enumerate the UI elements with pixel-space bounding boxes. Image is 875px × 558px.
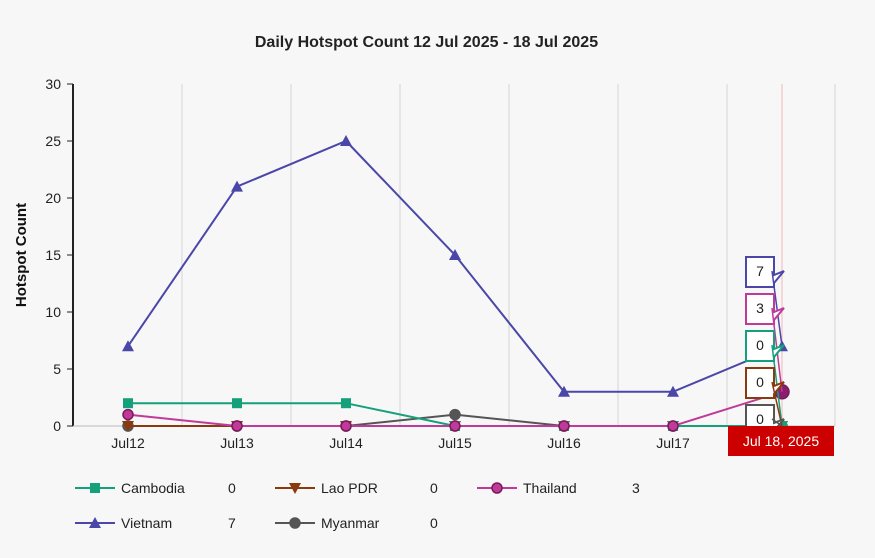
x-tick-label: Jul12	[111, 435, 145, 451]
tooltip-value: 3	[756, 300, 764, 316]
legend-item-lao-pdr[interactable]: Lao PDR	[275, 478, 378, 498]
crosshair-label-bg	[728, 426, 834, 456]
legend-marker	[289, 517, 301, 529]
x-tick-label: Jul17	[656, 435, 690, 451]
data-point	[667, 420, 679, 432]
legend-label: Vietnam	[121, 515, 173, 531]
tooltip-pointer	[771, 381, 783, 427]
legend-swatch	[75, 517, 115, 528]
data-point	[449, 420, 461, 432]
legend-swatch	[275, 517, 315, 529]
data-point	[232, 398, 242, 409]
legend-label: Myanmar	[321, 515, 380, 531]
legend-marker	[289, 483, 301, 494]
y-tick-label: 20	[45, 190, 61, 206]
tooltip-frame	[745, 256, 785, 288]
tooltip-frame	[745, 330, 785, 362]
x-tick-label: Jul15	[438, 435, 472, 451]
legend-swatch	[75, 483, 115, 493]
legend-marker	[491, 482, 503, 494]
y-axis-label: Hotspot Count	[13, 203, 30, 307]
data-point	[122, 340, 134, 352]
legend-item-cambodia[interactable]: Cambodia	[75, 478, 185, 498]
legend-item-myanmar[interactable]: Myanmar	[275, 513, 379, 533]
data-point	[123, 398, 133, 409]
y-tick-label: 5	[53, 361, 61, 377]
data-point	[122, 408, 134, 421]
legend-label: Cambodia	[121, 480, 185, 496]
legend-label: Lao PDR	[321, 480, 378, 496]
series-thailand	[122, 384, 790, 432]
crosshair-x-label: Jul 18, 2025	[728, 426, 834, 456]
y-tick-label: 10	[45, 304, 61, 320]
x-tick-label: Jul13	[220, 435, 254, 451]
legend-swatch	[477, 482, 517, 494]
legend-value-thailand: 3	[632, 480, 640, 496]
tooltip-frame	[745, 293, 785, 325]
tooltip-box: 3	[745, 293, 785, 392]
chart-title: Daily Hotspot Count 12 Jul 2025 - 18 Jul…	[254, 34, 599, 51]
tooltip-pointer	[771, 270, 783, 347]
data-point	[449, 249, 461, 260]
series-vietnam	[122, 135, 788, 397]
data-point	[231, 180, 243, 192]
y-tick-label: 0	[53, 418, 61, 434]
y-tick-label: 25	[45, 133, 61, 149]
tooltip-value: 0	[756, 411, 764, 427]
data-point	[558, 385, 570, 397]
legend-item-vietnam[interactable]: Vietnam	[75, 513, 172, 533]
legend-item-thailand[interactable]: Thailand	[477, 478, 577, 498]
data-point	[558, 420, 570, 432]
y-tick-label: 30	[45, 76, 61, 92]
tooltip-value: 0	[756, 374, 764, 390]
x-tick-label: Jul16	[547, 435, 581, 451]
data-point	[341, 398, 351, 409]
legend-value-vietnam: 7	[228, 515, 236, 531]
legend-label: Thailand	[523, 480, 577, 496]
series-line	[127, 139, 783, 393]
tooltip-box: 7	[745, 256, 785, 347]
data-point	[340, 420, 352, 432]
tooltip-value: 7	[756, 263, 764, 279]
data-point	[449, 408, 461, 421]
crosshair-label-text: Jul 18, 2025	[743, 433, 819, 449]
legend-value-lao-pdr: 0	[430, 480, 438, 496]
data-point	[122, 421, 134, 432]
legend-marker	[90, 483, 100, 493]
chart-legend: Cambodia 0 Lao PDR 0 Thailand 3 Vietnam 7 Myanma…	[75, 478, 855, 538]
legend-marker	[89, 517, 101, 528]
legend-value-myanmar: 0	[430, 515, 438, 531]
tooltip-box: 0	[745, 367, 785, 427]
legend-value-cambodia: 0	[228, 480, 236, 496]
tooltip-pointer	[771, 418, 783, 427]
y-tick-label: 15	[45, 247, 61, 263]
data-point	[340, 135, 352, 146]
data-point	[667, 385, 679, 397]
tooltip-value: 0	[756, 337, 764, 353]
data-point	[231, 420, 243, 432]
legend-swatch	[275, 483, 315, 494]
x-tick-label: Jul14	[329, 435, 363, 451]
